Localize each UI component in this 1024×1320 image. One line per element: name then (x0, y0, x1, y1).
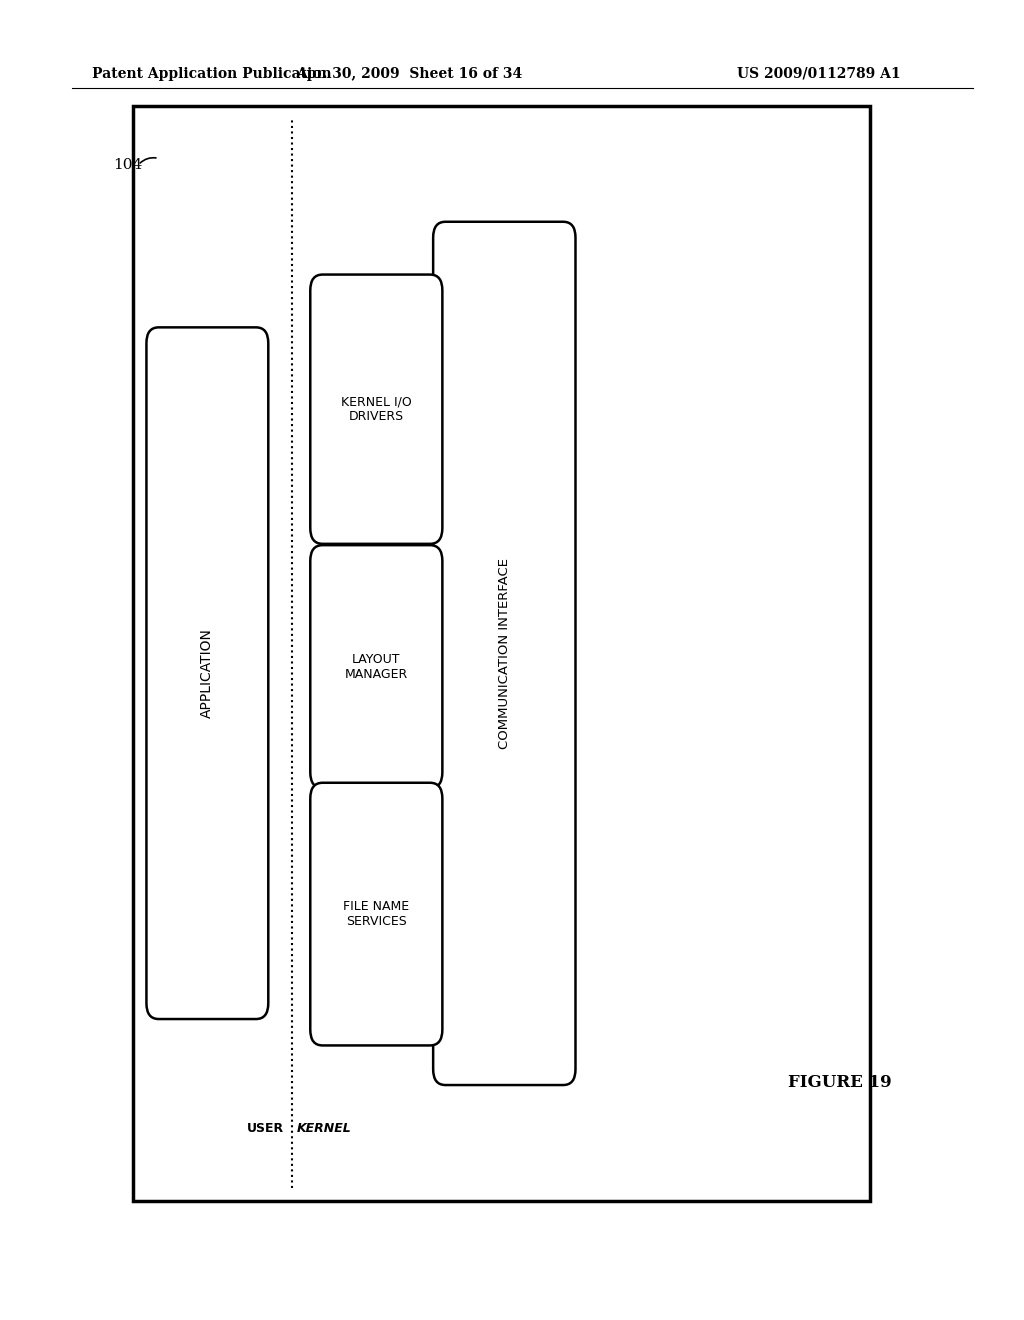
Text: COMMUNICATION INTERFACE: COMMUNICATION INTERFACE (498, 558, 511, 748)
Text: KERNEL I/O
DRIVERS: KERNEL I/O DRIVERS (341, 395, 412, 424)
Text: Apr. 30, 2009  Sheet 16 of 34: Apr. 30, 2009 Sheet 16 of 34 (297, 67, 522, 81)
FancyBboxPatch shape (146, 327, 268, 1019)
FancyBboxPatch shape (133, 106, 870, 1201)
Text: 104: 104 (113, 158, 142, 172)
Text: APPLICATION: APPLICATION (201, 628, 214, 718)
Text: LAYOUT
MANAGER: LAYOUT MANAGER (345, 652, 408, 681)
Text: FILE NAME
SERVICES: FILE NAME SERVICES (343, 900, 410, 928)
FancyBboxPatch shape (433, 222, 575, 1085)
FancyBboxPatch shape (310, 783, 442, 1045)
FancyBboxPatch shape (310, 275, 442, 544)
Text: KERNEL: KERNEL (297, 1122, 351, 1135)
Text: Patent Application Publication: Patent Application Publication (92, 67, 332, 81)
Text: FIGURE 19: FIGURE 19 (787, 1074, 892, 1090)
Text: US 2009/0112789 A1: US 2009/0112789 A1 (737, 67, 901, 81)
FancyBboxPatch shape (310, 545, 442, 788)
Text: USER: USER (247, 1122, 284, 1135)
